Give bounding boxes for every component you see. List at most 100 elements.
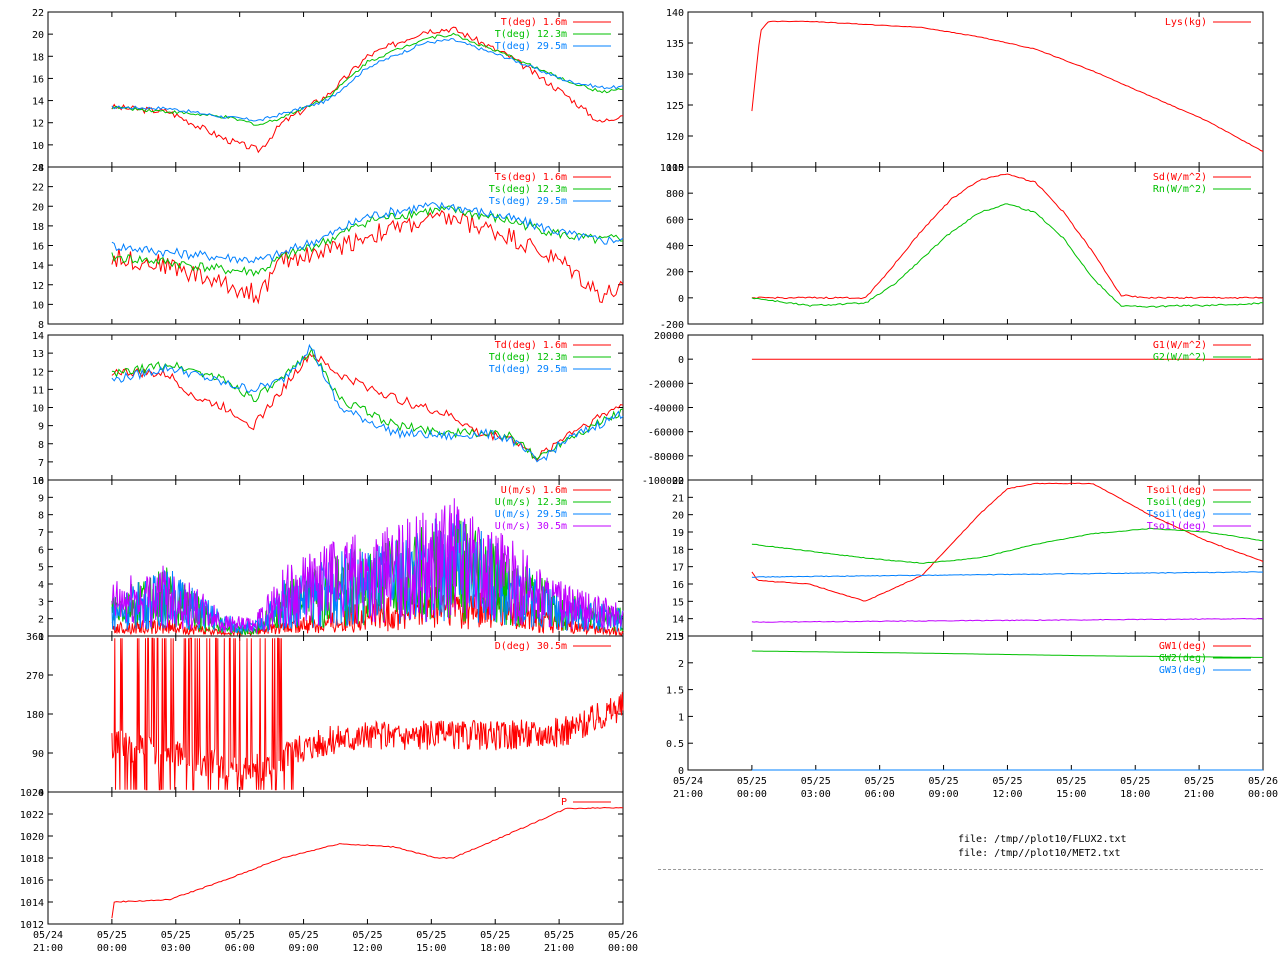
legend-label: Tsoil(deg) xyxy=(1147,485,1207,496)
y-tick-label: 9 xyxy=(38,493,44,504)
legend-label: Ts(deg) 29.5m xyxy=(489,196,567,207)
y-tick-label: 20 xyxy=(32,202,44,213)
x-tick-date: 05/25 xyxy=(225,930,255,941)
y-tick-label: 1 xyxy=(678,712,684,723)
y-tick-label: 1022 xyxy=(20,810,44,821)
x-tick-time: 00:00 xyxy=(608,943,638,954)
y-tick-label: 22 xyxy=(672,476,684,487)
x-tick-date: 05/25 xyxy=(801,776,831,787)
x-tick-time: 00:00 xyxy=(1248,789,1278,800)
y-tick-label: 125 xyxy=(666,101,684,112)
x-tick-date: 05/25 xyxy=(97,930,127,941)
x-tick-date: 05/25 xyxy=(929,776,959,787)
y-tick-label: -20000 xyxy=(648,379,684,390)
y-tick-label: 2 xyxy=(38,615,44,626)
legend-label: Tsoil(deg) xyxy=(1147,497,1207,508)
x-tick-date: 05/25 xyxy=(161,930,191,941)
series-line xyxy=(111,205,624,277)
x-tick-time: 03:00 xyxy=(801,789,831,800)
y-tick-label: 1024 xyxy=(20,788,44,799)
x-tick-time: 21:00 xyxy=(33,943,63,954)
x-tick-date: 05/26 xyxy=(1248,776,1278,787)
x-tick-time: 21:00 xyxy=(1184,789,1214,800)
y-tick-label: 800 xyxy=(666,189,684,200)
y-tick-label: 135 xyxy=(666,39,684,50)
x-tick-time: 12:00 xyxy=(992,789,1022,800)
x-tick-time: 15:00 xyxy=(1056,789,1086,800)
series-line xyxy=(111,209,624,305)
legend-label: Ts(deg) 1.6m xyxy=(495,172,567,183)
y-tick-label: 6 xyxy=(38,476,44,487)
y-tick-label: 15 xyxy=(672,597,684,608)
y-tick-label: 12 xyxy=(32,281,44,292)
y-tick-label: 1000 xyxy=(660,163,684,174)
y-tick-label: 200 xyxy=(666,268,684,279)
x-axis-left: 05/24 21:00 05/25 00:00 05/25 03:00 05/25 06:00… xyxy=(33,930,638,954)
y-tick-label: 10 xyxy=(32,404,44,415)
y-tick-label: 7 xyxy=(38,458,44,469)
legend-label: T(deg) 1.6m xyxy=(501,17,567,28)
y-tick-label: 8 xyxy=(38,440,44,451)
legend-label: Tsoil(deg) xyxy=(1147,509,1207,520)
x-tick-date: 05/25 xyxy=(480,930,510,941)
y-tick-label: 16 xyxy=(32,242,44,253)
y-tick-label: 90 xyxy=(32,749,44,760)
y-tick-label: 14 xyxy=(32,97,44,108)
x-tick-time: 12:00 xyxy=(352,943,382,954)
panel-tsoil: 22212019181716151413Tsoil(deg)Tsoil(deg)… xyxy=(672,476,1264,643)
y-tick-label: 24 xyxy=(32,163,44,174)
panel-gw: 2.5 2 1.5 1 0.5 0 GW1(deg)GW2(deg)GW3(deg) xyxy=(666,632,1264,777)
x-tick-date: 05/25 xyxy=(1120,776,1150,787)
series-line xyxy=(111,201,624,264)
y-tick-label: 18 xyxy=(672,545,684,556)
y-tick-label: 16 xyxy=(32,74,44,85)
panel-sd: 1000 800 600 400 200 0 -200 Sd(W/m^2)Rn(W/m^2) xyxy=(660,163,1264,331)
y-tick-label: 16 xyxy=(672,580,684,591)
series-line xyxy=(751,20,1264,152)
x-tick-time: 18:00 xyxy=(480,943,510,954)
y-tick-label: -60000 xyxy=(648,428,684,439)
legend-label: G1(W/m^2) xyxy=(1153,340,1207,351)
y-tick-label: 140 xyxy=(666,8,684,19)
y-tick-label: 400 xyxy=(666,242,684,253)
y-tick-label: 6 xyxy=(38,545,44,556)
series-line xyxy=(111,498,624,634)
panel-frame xyxy=(687,11,1264,168)
y-tick-label: 21 xyxy=(672,493,684,504)
panel-d: 360 270 180 90 0 D(deg) 30.5m xyxy=(26,632,624,799)
y-tick-label: 11 xyxy=(32,385,44,396)
y-tick-label: 1 xyxy=(38,632,44,643)
x-tick-time: 21:00 xyxy=(673,789,703,800)
legend-label: GW2(deg) xyxy=(1159,653,1207,664)
legend-label: Rn(W/m^2) xyxy=(1153,184,1207,195)
series-line xyxy=(751,650,1263,658)
series-line xyxy=(111,806,624,919)
x-tick-time: 03:00 xyxy=(161,943,191,954)
series-line xyxy=(751,527,1264,564)
legend-label: Td(deg) 29.5m xyxy=(489,364,567,375)
y-tick-label: 2.5 xyxy=(666,632,684,643)
legend-label: Lys(kg) xyxy=(1165,17,1207,28)
y-tick-label: 1.5 xyxy=(666,686,684,697)
x-tick-time: 06:00 xyxy=(225,943,255,954)
y-tick-label: 14 xyxy=(672,615,684,626)
x-tick-date: 05/25 xyxy=(865,776,895,787)
y-tick-label: 600 xyxy=(666,215,684,226)
y-tick-label: 20 xyxy=(672,511,684,522)
series-line xyxy=(751,482,1264,602)
y-tick-label: 22 xyxy=(32,183,44,194)
legend-label: Td(deg) 12.3m xyxy=(489,352,567,363)
legend-label: T(deg) 12.3m xyxy=(495,29,567,40)
y-tick-label: 18 xyxy=(32,52,44,63)
x-tick-date: 05/24 xyxy=(673,776,703,787)
legend-label: Tsoil(deg) xyxy=(1147,521,1207,532)
y-tick-label: 22 xyxy=(32,8,44,19)
y-tick-label: 12 xyxy=(32,119,44,130)
y-tick-label: 9 xyxy=(38,422,44,433)
y-tick-label: 17 xyxy=(672,563,684,574)
x-tick-date: 05/25 xyxy=(352,930,382,941)
x-tick-date: 05/25 xyxy=(737,776,767,787)
